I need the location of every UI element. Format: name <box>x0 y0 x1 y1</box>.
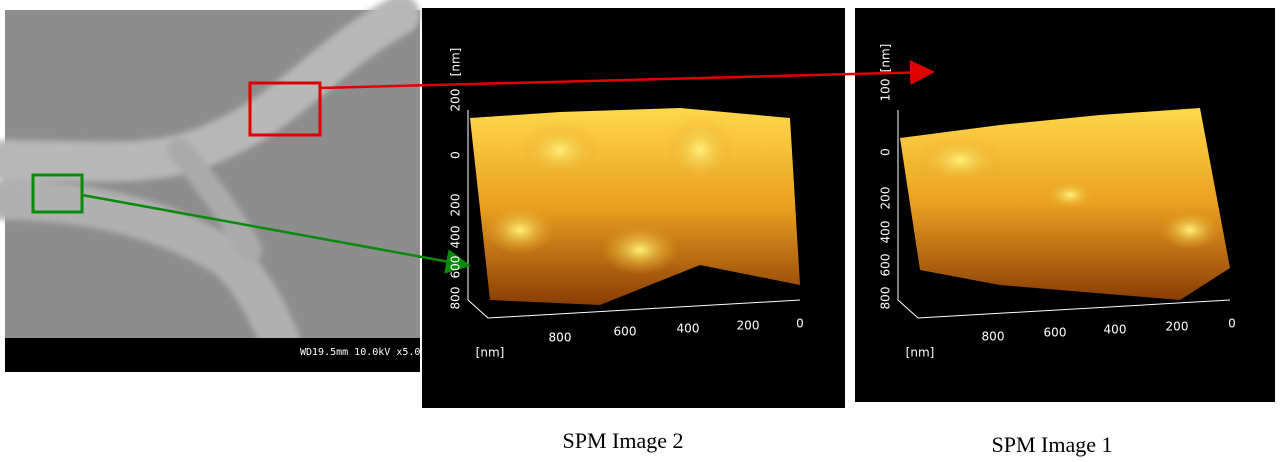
x-tick-label: 800 <box>549 331 572 345</box>
caption: SPM Image 2 <box>563 428 684 453</box>
green-arrow <box>81 193 471 274</box>
red-box <box>248 81 322 137</box>
z-tick-label: 600 <box>449 256 463 279</box>
z-tick-label: 800 <box>879 287 893 310</box>
z-tick-label: 200 <box>879 187 893 210</box>
z-tick-label: [nm] <box>449 48 463 77</box>
x-tick-label: [nm] <box>906 346 935 360</box>
x-tick-label: 400 <box>677 322 700 336</box>
x-tick-label: 0 <box>796 317 804 331</box>
green-box <box>31 173 84 214</box>
x-tick-label: [nm] <box>476 346 505 360</box>
sem-image: WD19.5mm 10.0kV x5.0k 10um <box>0 0 457 372</box>
caption: SPM Image 1 <box>992 432 1113 457</box>
z-tick-label: 200 <box>449 89 463 112</box>
x-tick-label: 800 <box>982 330 1005 344</box>
z-tick-label: [nm] <box>879 44 893 73</box>
z-tick-label: 600 <box>879 254 893 277</box>
z-tick-label: 0 <box>449 151 463 159</box>
x-tick-label: 600 <box>1044 326 1067 340</box>
z-tick-label: 0 <box>879 148 893 156</box>
sem-scale: WD19.5mm 10.0kV x5.0k 10um <box>300 347 457 358</box>
x-tick-label: 200 <box>737 319 760 333</box>
z-tick-label: 800 <box>449 287 463 310</box>
z-tick-label: 400 <box>449 226 463 249</box>
x-tick-label: 600 <box>614 325 637 339</box>
spm-image-2 <box>422 8 845 408</box>
x-tick-label: 400 <box>1104 323 1127 337</box>
x-tick-label: 200 <box>1166 320 1189 334</box>
red-arrow <box>319 60 935 90</box>
z-tick-label: 200 <box>449 194 463 217</box>
spm-image-1 <box>855 8 1275 402</box>
z-tick-label: 400 <box>879 221 893 244</box>
z-tick-label: 100 <box>879 79 893 102</box>
x-tick-label: 0 <box>1228 317 1236 331</box>
